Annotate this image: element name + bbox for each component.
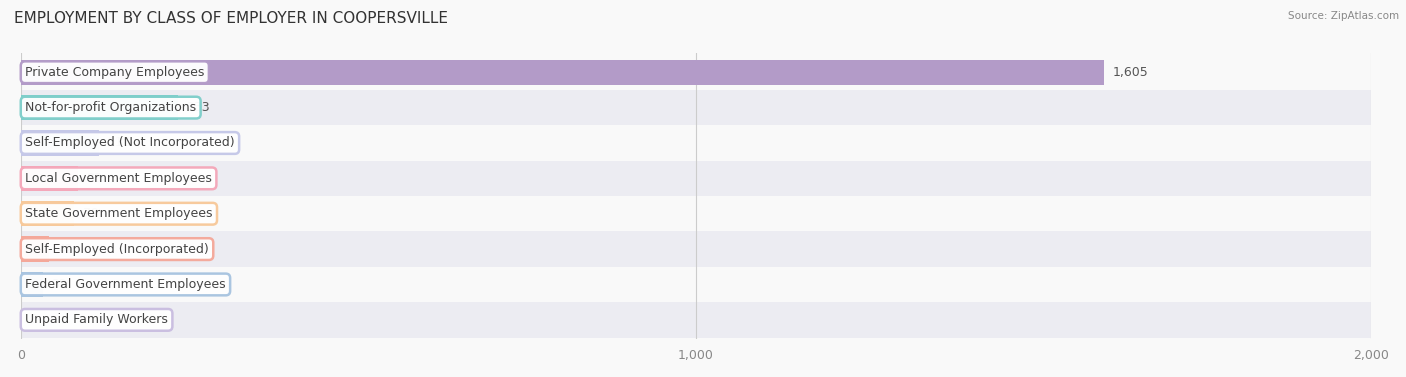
Text: 1,605: 1,605 (1112, 66, 1149, 79)
Text: 85: 85 (87, 172, 103, 185)
Bar (21, 231, 1371, 267)
Bar (21, 236, 49, 262)
Text: 0: 0 (30, 313, 37, 326)
Text: 116: 116 (107, 136, 131, 150)
Text: Source: ZipAtlas.com: Source: ZipAtlas.com (1288, 11, 1399, 21)
Text: Not-for-profit Organizations: Not-for-profit Organizations (25, 101, 197, 114)
Bar (21, 95, 179, 120)
Bar (21, 302, 1371, 337)
Text: Self-Employed (Not Incorporated): Self-Employed (Not Incorporated) (25, 136, 235, 150)
Bar (21, 125, 1371, 161)
Bar (21, 90, 1371, 125)
Bar (21, 55, 1371, 90)
Text: Local Government Employees: Local Government Employees (25, 172, 212, 185)
Text: 42: 42 (58, 242, 73, 256)
Text: EMPLOYMENT BY CLASS OF EMPLOYER IN COOPERSVILLE: EMPLOYMENT BY CLASS OF EMPLOYER IN COOPE… (14, 11, 449, 26)
Bar (21, 166, 79, 191)
Bar (21, 196, 1371, 231)
Bar (21, 60, 1104, 85)
Bar (21, 272, 42, 297)
Text: 233: 233 (187, 101, 209, 114)
Text: State Government Employees: State Government Employees (25, 207, 212, 220)
Text: 79: 79 (83, 207, 98, 220)
Bar (21, 130, 100, 156)
Text: Private Company Employees: Private Company Employees (25, 66, 204, 79)
Text: 32: 32 (51, 278, 66, 291)
Text: Self-Employed (Incorporated): Self-Employed (Incorporated) (25, 242, 209, 256)
Text: Unpaid Family Workers: Unpaid Family Workers (25, 313, 167, 326)
Bar (21, 201, 75, 227)
Bar (21, 161, 1371, 196)
Bar (21, 267, 1371, 302)
Text: Federal Government Employees: Federal Government Employees (25, 278, 226, 291)
